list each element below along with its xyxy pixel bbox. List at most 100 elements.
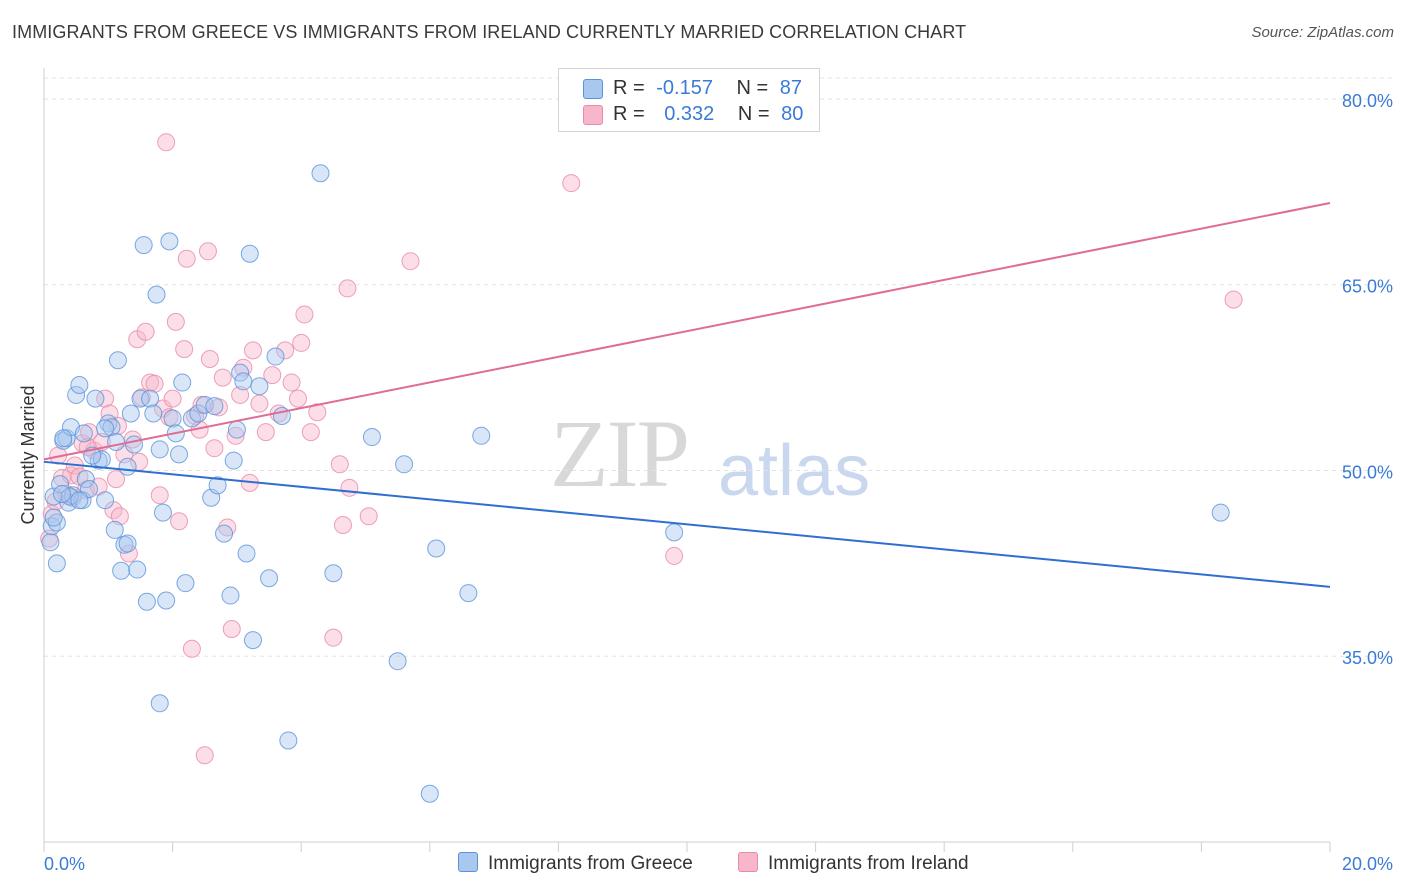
greece-point bbox=[362, 428, 381, 447]
y-tick-label: 80.0% bbox=[1342, 91, 1393, 111]
watermark-zip: ZIP bbox=[550, 400, 690, 507]
ireland-point bbox=[301, 423, 320, 442]
bottom-greece-swatch bbox=[458, 852, 478, 872]
ireland-point bbox=[157, 133, 176, 152]
ireland-point bbox=[234, 358, 253, 377]
ireland-trendline bbox=[43, 202, 1331, 461]
ireland-swatch bbox=[583, 105, 603, 125]
y-tick-label: 50.0% bbox=[1342, 462, 1393, 482]
bottom-greece-label: Immigrants from Greece bbox=[488, 853, 693, 874]
ireland-point bbox=[340, 478, 359, 497]
ireland-r-value: 0.332 bbox=[664, 103, 715, 125]
greece-point bbox=[150, 694, 169, 713]
ireland-point bbox=[243, 341, 262, 360]
ireland-point bbox=[96, 389, 115, 408]
greece-r-value: -0.157 bbox=[656, 77, 713, 99]
greece-point bbox=[215, 524, 234, 543]
ireland-point bbox=[213, 368, 232, 387]
y-tick-label: 65.0% bbox=[1342, 277, 1393, 297]
bottom-legend-greece: Immigrants from Greece bbox=[458, 852, 693, 875]
ireland-point bbox=[110, 507, 129, 526]
greece-point bbox=[205, 397, 224, 416]
ireland-point bbox=[222, 619, 241, 638]
greece-point bbox=[173, 373, 192, 392]
ireland-point bbox=[182, 639, 201, 658]
greece-swatch bbox=[583, 79, 603, 99]
series-greece-points bbox=[41, 164, 1230, 803]
greece-point bbox=[102, 418, 121, 437]
ireland-point bbox=[338, 279, 357, 298]
greece-point bbox=[153, 503, 172, 522]
greece-point bbox=[395, 455, 414, 474]
greece-r-label: R = bbox=[613, 77, 645, 99]
greece-point bbox=[388, 652, 407, 671]
greece-point bbox=[67, 385, 86, 404]
greece-point bbox=[131, 389, 150, 408]
ireland-point bbox=[231, 385, 250, 404]
greece-point bbox=[234, 372, 253, 391]
greece-point bbox=[150, 440, 169, 459]
ireland-point bbox=[1224, 290, 1243, 309]
greece-point bbox=[96, 491, 115, 510]
ireland-point bbox=[359, 507, 378, 526]
greece-point bbox=[107, 432, 126, 451]
greece-point bbox=[208, 476, 227, 495]
bottom-ireland-swatch bbox=[738, 852, 758, 872]
greece-point bbox=[472, 426, 491, 445]
greece-point bbox=[125, 435, 144, 454]
greece-point bbox=[221, 586, 240, 605]
greece-point bbox=[224, 451, 243, 470]
greece-point bbox=[176, 574, 195, 593]
greece-point bbox=[86, 389, 105, 408]
ireland-point bbox=[166, 312, 185, 331]
greece-point bbox=[427, 539, 446, 558]
tick-labels: 35.0% 50.0% 65.0% 80.0% 0.0% 20.0% Currently M… bbox=[18, 91, 1393, 874]
greece-point bbox=[112, 561, 131, 580]
greece-point bbox=[243, 631, 262, 650]
ireland-point bbox=[308, 403, 327, 422]
greece-point bbox=[70, 491, 89, 510]
greece-point bbox=[54, 429, 73, 448]
greece-point bbox=[266, 347, 285, 366]
source-credit: Source: ZipAtlas.com bbox=[1251, 24, 1394, 41]
greece-point bbox=[105, 520, 124, 539]
series-ireland-points bbox=[40, 92, 1243, 765]
ireland-point bbox=[170, 512, 189, 531]
greece-point bbox=[121, 404, 140, 423]
ireland-point bbox=[288, 389, 307, 408]
ireland-point bbox=[177, 249, 196, 268]
greece-n-label: N = bbox=[736, 77, 769, 99]
ireland-point bbox=[175, 340, 194, 359]
ireland-point bbox=[330, 455, 349, 474]
ireland-point bbox=[205, 439, 224, 458]
correlation-legend: R = -0.157 N = 87 R = 0.332 N = 80 bbox=[558, 68, 820, 132]
ireland-point bbox=[198, 242, 217, 261]
greece-point bbox=[74, 424, 93, 443]
greece-point bbox=[1211, 503, 1230, 522]
greece-point bbox=[240, 244, 259, 263]
greece-point bbox=[237, 544, 256, 563]
greece-point bbox=[137, 592, 156, 611]
trendlines bbox=[43, 202, 1331, 588]
ireland-point bbox=[256, 423, 275, 442]
ireland-point bbox=[263, 366, 282, 385]
ireland-point bbox=[250, 394, 269, 413]
greece-point bbox=[250, 377, 269, 396]
bottom-legend-ireland: Immigrants from Ireland bbox=[738, 852, 969, 875]
ireland-point bbox=[562, 174, 581, 193]
ireland-point bbox=[145, 374, 164, 393]
y-axis-label: Currently Married bbox=[18, 385, 38, 524]
ireland-point bbox=[333, 515, 352, 534]
greece-point bbox=[227, 420, 246, 439]
legend-greece-text: R = -0.157 N = 87 bbox=[613, 77, 802, 100]
greece-point bbox=[70, 376, 89, 395]
greece-point bbox=[118, 457, 137, 476]
ireland-point bbox=[100, 404, 119, 423]
ireland-point bbox=[401, 252, 420, 271]
ireland-point bbox=[107, 470, 126, 489]
watermark-atlas: atlas bbox=[718, 431, 871, 511]
greece-point bbox=[260, 569, 279, 588]
greece-point bbox=[76, 470, 95, 489]
greece-point bbox=[128, 560, 147, 579]
